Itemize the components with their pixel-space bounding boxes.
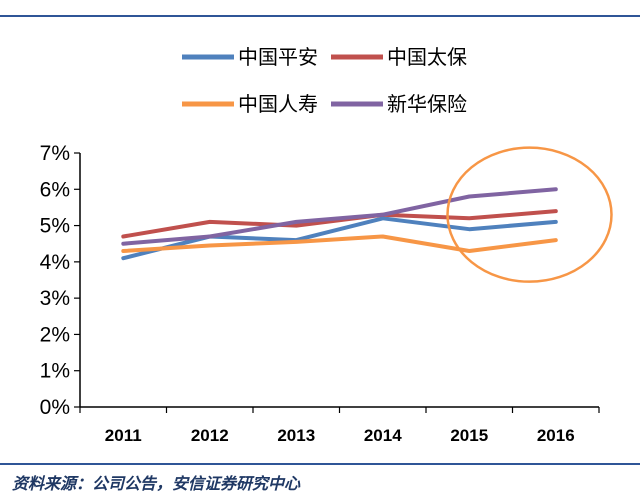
bottom-rule — [0, 463, 640, 465]
y-tick-label: 6% — [40, 178, 70, 201]
annotation-layer — [446, 146, 613, 283]
x-tick-label: 2014 — [364, 426, 402, 445]
x-tick-label: 2015 — [450, 426, 488, 445]
line-chart: 中国平安 中国太保 中国人寿 新华保险 0% 1% 2% 3% 4% 5% 6% 7% 201… — [40, 45, 613, 445]
series-line-1 — [121, 209, 558, 239]
legend: 中国平安 中国太保 中国人寿 新华保险 — [182, 45, 467, 116]
top-rule — [0, 15, 640, 17]
y-tick-label: 0% — [40, 396, 70, 419]
legend-label-new-china-life: 新华保险 — [387, 92, 467, 116]
legend-label-ping-an: 中国平安 — [238, 45, 318, 69]
series-line-2 — [121, 234, 558, 253]
x-tick-label: 2012 — [191, 426, 229, 445]
x-tick-label: 2016 — [537, 426, 575, 445]
y-axis-ticks: 0% 1% 2% 3% 4% 5% 6% 7% — [40, 142, 80, 419]
legend-item-cpic: 中国太保 — [331, 45, 467, 69]
legend-label-china-life: 中国人寿 — [238, 92, 318, 116]
y-tick-label: 7% — [40, 142, 70, 165]
series-line-0 — [121, 216, 558, 261]
source-note: 资料来源：公司公告，安信证券研究中心 — [12, 474, 301, 493]
legend-item-ping-an: 中国平安 — [182, 45, 318, 69]
legend-item-new-china-life: 新华保险 — [331, 92, 467, 116]
y-tick-label: 2% — [40, 323, 70, 346]
series-lines — [121, 187, 558, 261]
highlight-ellipse — [446, 146, 613, 283]
y-tick-label: 5% — [40, 215, 70, 238]
series-line-3 — [121, 187, 558, 246]
legend-item-china-life: 中国人寿 — [182, 92, 318, 116]
x-axis-ticks: 2011 2012 2013 2014 2015 2016 — [79, 407, 600, 445]
y-tick-label: 4% — [40, 251, 70, 274]
y-tick-label: 3% — [40, 287, 70, 310]
x-tick-label: 2011 — [105, 426, 142, 445]
y-tick-label: 1% — [40, 360, 70, 383]
x-tick-label: 2013 — [277, 426, 315, 445]
legend-label-cpic: 中国太保 — [387, 45, 467, 69]
